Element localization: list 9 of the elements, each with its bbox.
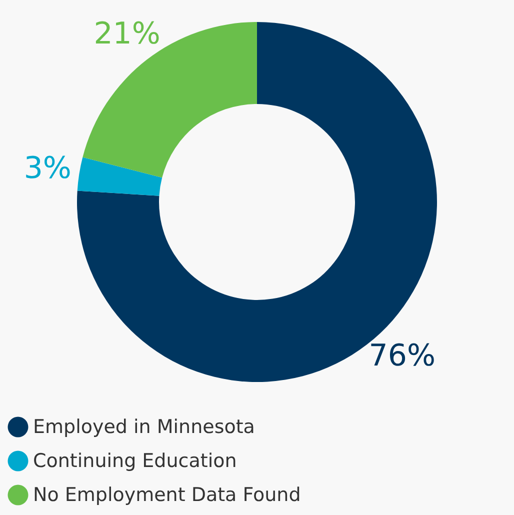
donut-slice [77,22,437,382]
legend-label: No Employment Data Found [33,484,301,506]
data-label: 21% [94,16,160,52]
data-label: 76% [368,338,436,374]
legend-label: Employed in Minnesota [33,416,255,438]
donut-slice [77,157,162,196]
donut-slice [82,22,257,178]
data-label: 3% [24,150,72,186]
legend-label: Continuing Education [33,450,237,472]
